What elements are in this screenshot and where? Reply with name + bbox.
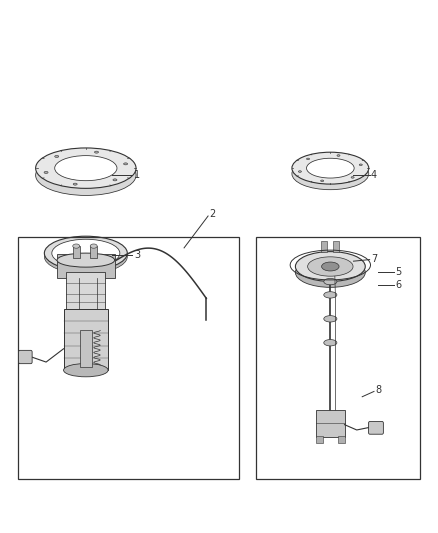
Ellipse shape <box>55 156 59 157</box>
Ellipse shape <box>113 179 117 181</box>
FancyBboxPatch shape <box>18 350 32 364</box>
Text: 5: 5 <box>396 267 402 277</box>
Bar <box>256 237 420 479</box>
Bar <box>73 246 80 258</box>
Ellipse shape <box>44 236 127 270</box>
Text: 2: 2 <box>209 209 215 220</box>
Ellipse shape <box>64 364 108 377</box>
Bar <box>333 241 339 252</box>
Ellipse shape <box>351 176 354 178</box>
Text: 3: 3 <box>134 250 140 260</box>
Ellipse shape <box>44 240 127 273</box>
Ellipse shape <box>324 340 337 346</box>
Bar <box>57 254 115 278</box>
Ellipse shape <box>324 278 337 285</box>
Ellipse shape <box>359 164 362 166</box>
Bar <box>338 435 345 443</box>
Ellipse shape <box>298 171 301 172</box>
Text: 8: 8 <box>375 385 381 395</box>
Ellipse shape <box>295 257 365 287</box>
Bar <box>80 330 92 367</box>
Ellipse shape <box>324 316 337 322</box>
Ellipse shape <box>35 148 136 188</box>
Ellipse shape <box>44 172 48 173</box>
Bar <box>90 246 97 258</box>
Ellipse shape <box>324 292 337 298</box>
Bar <box>316 435 323 443</box>
Ellipse shape <box>73 244 80 248</box>
Ellipse shape <box>57 253 115 267</box>
Ellipse shape <box>124 163 127 165</box>
Bar <box>64 309 108 370</box>
Bar <box>316 410 345 437</box>
Text: 7: 7 <box>371 254 377 263</box>
Ellipse shape <box>307 158 354 178</box>
Ellipse shape <box>52 239 120 267</box>
Bar <box>18 237 239 479</box>
Ellipse shape <box>95 151 99 153</box>
Ellipse shape <box>321 180 324 182</box>
Text: 4: 4 <box>371 170 377 180</box>
Ellipse shape <box>295 252 365 281</box>
FancyBboxPatch shape <box>368 422 383 434</box>
Ellipse shape <box>292 152 369 184</box>
Ellipse shape <box>292 158 369 190</box>
Ellipse shape <box>321 262 339 271</box>
Ellipse shape <box>307 158 310 160</box>
Ellipse shape <box>73 183 77 185</box>
Ellipse shape <box>307 257 353 276</box>
Bar <box>321 241 327 252</box>
Bar <box>66 272 106 309</box>
Ellipse shape <box>55 156 117 181</box>
Text: 6: 6 <box>396 280 402 290</box>
Ellipse shape <box>35 155 136 196</box>
Ellipse shape <box>90 244 97 248</box>
Text: 1: 1 <box>134 170 140 180</box>
Ellipse shape <box>337 155 340 156</box>
